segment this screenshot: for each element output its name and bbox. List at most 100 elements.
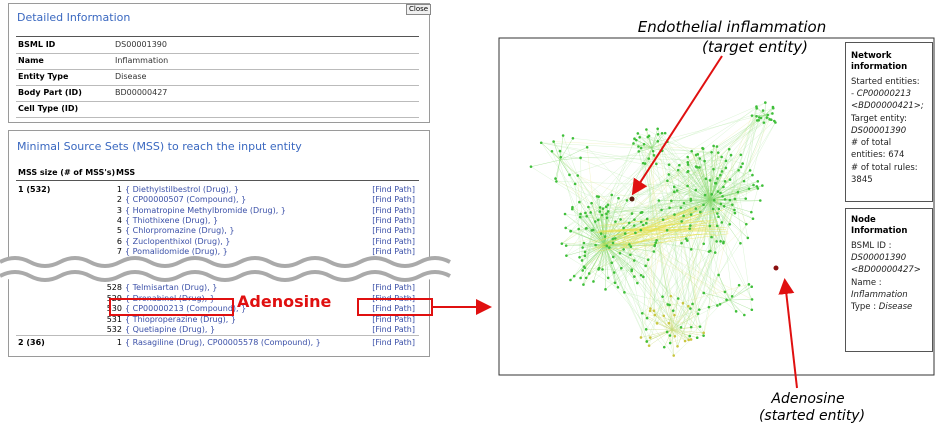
node [606,276,610,280]
node [645,340,649,343]
edge [605,206,642,276]
find-path-link[interactable]: [Find Path] [372,325,415,334]
node [587,272,591,275]
edge [604,198,619,246]
edge [604,244,609,278]
edge [695,189,711,201]
edge [719,299,731,305]
node [646,258,650,262]
annotation: (started entity) [758,408,866,424]
node [642,275,645,279]
edge [688,170,731,180]
node [685,239,689,242]
item-index: 7 [116,246,122,256]
edge [642,313,673,331]
find-path-link[interactable]: [Find Path] [372,185,415,194]
edge [709,181,758,201]
node [555,180,558,183]
node [694,188,698,192]
info-line: Name : [851,277,882,288]
edge [704,161,711,201]
info-line: DS00001390 [851,252,907,263]
node [733,211,737,215]
node [724,159,728,163]
edge [556,181,633,214]
edge [615,117,760,239]
node [662,314,666,318]
edge [709,199,725,207]
node [733,197,737,201]
edge [646,329,673,331]
node [673,190,676,194]
node [670,199,673,203]
find-path-link[interactable]: [Find Path] [372,314,415,324]
edge [646,317,673,331]
edge [726,286,752,301]
edge [640,209,662,231]
node [707,250,711,253]
find-path-link[interactable]: [Find Path] [372,338,415,347]
node [638,135,641,139]
edge [604,244,619,288]
find-path-link[interactable]: [Find Path] [372,226,415,236]
item-set: { Quetiapine (Drug), } [125,325,216,334]
edge [604,244,616,283]
edge [638,146,653,149]
node [630,212,634,215]
node [686,155,689,159]
node [725,298,728,302]
node [689,338,693,341]
edge [703,241,721,333]
node [717,215,720,219]
edge [699,274,719,310]
find-path-link[interactable]: [Find Path] [372,236,415,246]
info-value: Disease [878,302,913,313]
edge [577,175,664,316]
node [764,101,767,104]
node [616,285,620,289]
find-path-link[interactable]: [Find Path] [372,283,415,292]
edge [729,117,760,225]
edge [601,210,702,228]
node [599,232,603,235]
close-button[interactable]: Close [406,4,432,15]
highlight-box [357,298,433,316]
edge [586,228,655,247]
node [594,243,597,247]
node [641,161,645,165]
info-line: Started entities: [851,76,920,87]
edge [574,183,583,261]
node [686,161,690,164]
edge [668,164,711,201]
node [645,316,649,320]
tear-gap [0,258,450,280]
divider [16,53,419,54]
edge [682,194,712,304]
find-path-link[interactable]: [Find Path] [372,205,415,215]
edge [646,167,700,319]
node [771,112,774,115]
node [722,240,725,244]
field-value: Disease [115,72,147,81]
find-path-link[interactable]: [Find Path] [372,195,415,205]
find-path-link[interactable]: [Find Path] [372,304,415,313]
info-line: - CP00000213 [851,88,912,99]
edge [718,274,731,301]
edge [598,221,704,234]
node [698,325,702,328]
node [606,210,610,213]
node [639,146,643,150]
node [708,224,712,228]
edge [674,186,711,201]
edge [593,229,606,246]
node [665,228,669,232]
edge [561,211,600,244]
edge [661,203,721,211]
find-path-link[interactable]: [Find Path] [372,246,415,256]
node [585,214,588,218]
node [739,165,743,169]
find-path-link[interactable]: [Find Path] [372,215,415,225]
node [689,248,693,251]
node [623,291,626,294]
